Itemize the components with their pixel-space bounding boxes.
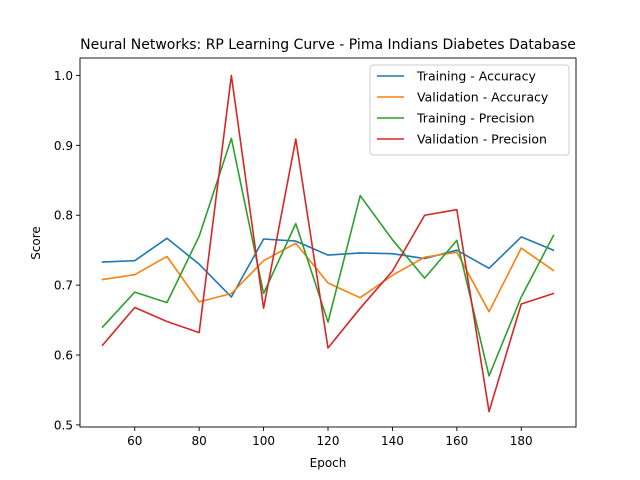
x-tick-label: 120 — [317, 434, 340, 448]
y-tick-label: 1.0 — [54, 69, 73, 83]
series-line-2 — [101, 242, 555, 313]
y-tick-label: 0.9 — [54, 139, 73, 153]
x-tick-label: 160 — [445, 434, 468, 448]
legend-entry-label: Validation - Precision — [417, 132, 547, 147]
series-line-3 — [101, 137, 555, 377]
y-axis-label: Score — [29, 226, 43, 260]
legend-box — [369, 64, 570, 156]
x-tick-label: 80 — [192, 434, 207, 448]
chart-title: Neural Networks: RP Learning Curve - Pim… — [80, 37, 576, 53]
x-tick-label: 180 — [510, 434, 533, 448]
axes: 60 80 100 120 140 160 180 0.5 0.6 0.7 0.8 0.9 1.0 — [54, 57, 577, 448]
x-tick-label: 100 — [252, 434, 275, 448]
legend-entry-label: Training - Accuracy — [416, 69, 536, 84]
y-tick-label: 0.5 — [54, 418, 73, 432]
y-tick-label: 0.7 — [54, 279, 73, 293]
legend-entry-label: Training - Precision — [416, 111, 535, 126]
plot-area — [101, 74, 555, 413]
x-tick-label: 140 — [381, 434, 404, 448]
y-tick-label: 0.6 — [54, 349, 73, 363]
y-tick-label: 0.8 — [54, 209, 73, 223]
legend: Training - Accuracy Validation - Accuracy… — [369, 64, 570, 156]
series-line-1 — [101, 236, 555, 298]
x-tick-label: 60 — [127, 434, 142, 448]
legend-entry-label: Validation - Accuracy — [417, 90, 549, 105]
series-line-4 — [101, 74, 555, 413]
x-axis-label: Epoch — [310, 456, 347, 470]
